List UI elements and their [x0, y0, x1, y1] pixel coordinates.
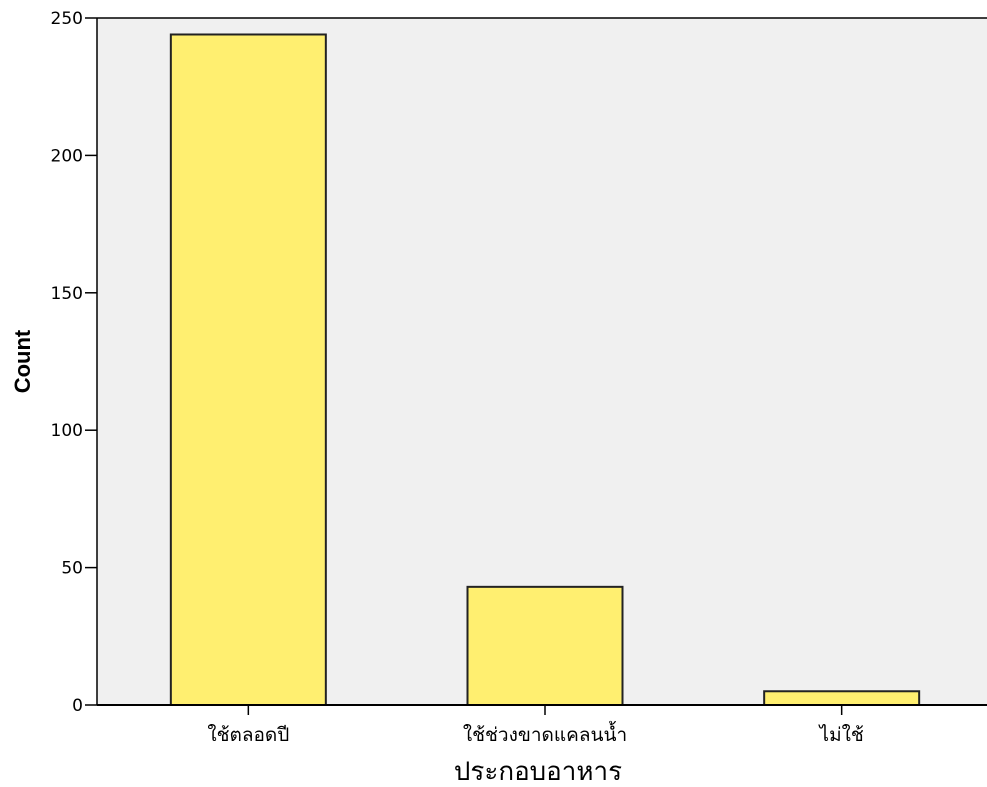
y-axis-title: Count [10, 329, 35, 393]
x-tick-label: ไม่ใช้ [818, 724, 864, 746]
x-axis-title: ประกอบอาหาร [454, 757, 622, 787]
bar [763, 690, 921, 707]
y-tick-label: 200 [51, 146, 83, 166]
y-tick-label: 100 [51, 421, 83, 441]
y-tick-label: 150 [51, 284, 83, 304]
y-tick-label: 50 [61, 559, 83, 579]
bar [466, 585, 624, 706]
x-tick-label: ใช้ตลอดปี [207, 724, 289, 746]
y-tick-label: 0 [72, 696, 83, 716]
x-categories-layer: ใช้ตลอดปี ใช้ช่วงขาดแคลนน้ำ ไม่ใช้ [207, 705, 864, 746]
x-tick-label: ใช้ช่วงขาดแคลนน้ำ [463, 721, 627, 746]
y-ticks-layer: 0 50 100 150 200 250 [51, 9, 97, 716]
bar [169, 33, 327, 707]
axes-layer [96, 17, 987, 706]
bars-layer [169, 33, 921, 707]
y-tick-label: 250 [51, 9, 83, 29]
